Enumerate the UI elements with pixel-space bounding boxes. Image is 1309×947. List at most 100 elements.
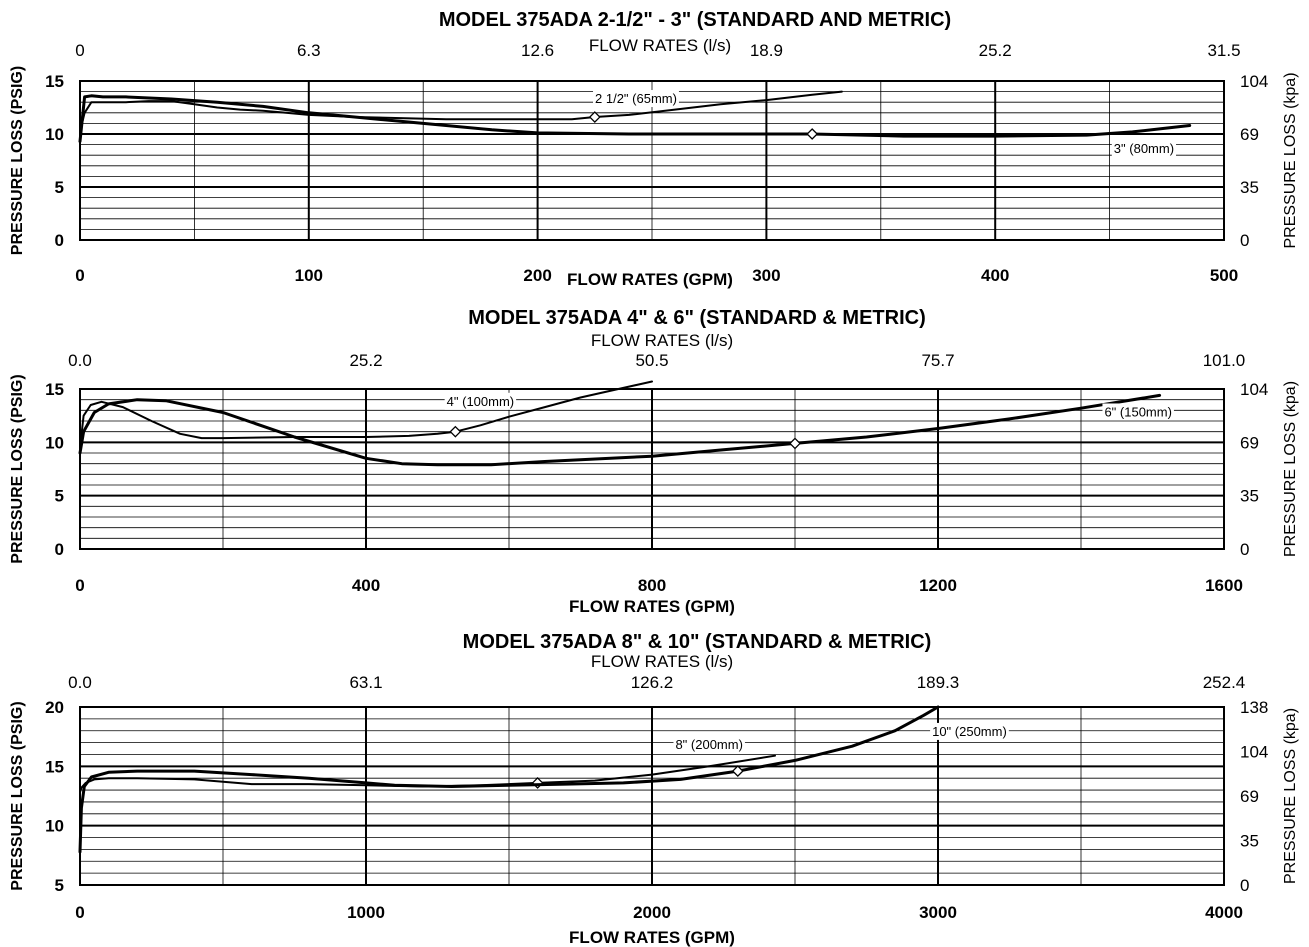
- series-label-2: 10" (250mm): [932, 724, 1007, 739]
- right-tick-label: 104: [1240, 743, 1268, 762]
- top-tick-label: 50.5: [635, 351, 668, 370]
- left-tick-label: 20: [45, 698, 64, 717]
- right-axis-label: PRESSURE LOSS (kpa): [1282, 708, 1299, 884]
- series-label-bg-2: [930, 722, 1009, 740]
- right-tick-label: 35: [1240, 832, 1259, 851]
- series-line-2: [78, 393, 1162, 467]
- plot-frame: [79, 706, 1225, 886]
- series-marker-1: [449, 425, 462, 438]
- left-tick-label: 15: [45, 757, 64, 776]
- bottom-tick-label: 200: [523, 266, 551, 285]
- right-tick-label: 35: [1240, 487, 1259, 506]
- left-tick-label: 10: [45, 125, 64, 144]
- top-tick-label: 75.7: [921, 351, 954, 370]
- top-tick-label: 6.3: [297, 41, 321, 60]
- series-label-bg-1: [444, 392, 517, 410]
- right-axis-label: PRESSURE LOSS (kpa): [1282, 72, 1299, 248]
- right-tick-label: 104: [1240, 380, 1268, 399]
- left-tick-label: 5: [55, 178, 64, 197]
- top-tick-label: 252.4: [1203, 673, 1246, 692]
- left-tick-label: 5: [55, 487, 64, 506]
- bottom-tick-label: 0: [75, 266, 84, 285]
- series-marker-2: [731, 765, 744, 777]
- left-tick-label: 10: [45, 817, 64, 836]
- top-tick-label: 25.2: [979, 41, 1012, 60]
- right-tick-label: 138: [1240, 698, 1268, 717]
- series-label-1: 4" (100mm): [447, 394, 514, 409]
- right-tick-label: 69: [1240, 433, 1259, 452]
- bottom-axis-label: FLOW RATES (GPM): [569, 928, 735, 947]
- chart-3: 8" (200mm) 10" (250mm) MODEL 375ADA 8" & 1…: [9, 631, 1299, 947]
- top-tick-label: 31.5: [1207, 41, 1240, 60]
- bottom-tick-label: 800: [638, 576, 666, 595]
- top-tick-label: 0.0: [68, 673, 92, 692]
- left-tick-label: 5: [55, 876, 64, 895]
- top-tick-label: 18.9: [750, 41, 783, 60]
- series-label-bg-2: [1102, 403, 1174, 421]
- bottom-tick-label: 1200: [919, 576, 957, 595]
- right-tick-label: 35: [1240, 178, 1259, 197]
- chart-title: MODEL 375ADA 4" & 6" (STANDARD & METRIC): [468, 307, 926, 329]
- left-axis-label: PRESSURE LOSS (PSIG): [9, 374, 26, 563]
- bottom-tick-label: 100: [295, 266, 323, 285]
- series-label-bg-1: [593, 90, 679, 108]
- top-axis-label: FLOW RATES (l/s): [591, 652, 733, 671]
- series-line-1: [79, 380, 653, 449]
- top-axis-label: FLOW RATES (l/s): [591, 331, 733, 350]
- series-marker-2: [789, 437, 801, 450]
- right-axis-label: PRESSURE LOSS (kpa): [1282, 381, 1299, 557]
- series-label-bg-2: [1111, 139, 1177, 157]
- series-label-2: 3" (80mm): [1114, 141, 1174, 156]
- top-tick-label: 0: [75, 41, 84, 60]
- left-tick-label: 15: [45, 72, 64, 91]
- series-marker-2: [806, 128, 819, 140]
- series-marker-1: [531, 777, 544, 789]
- left-tick-label: 0: [55, 231, 64, 250]
- bottom-tick-label: 500: [1210, 266, 1238, 285]
- series-line-2: [78, 705, 940, 854]
- top-tick-label: 126.2: [631, 673, 674, 692]
- bottom-tick-label: 4000: [1205, 903, 1243, 922]
- bottom-tick-label: 400: [352, 576, 380, 595]
- right-tick-label: 104: [1240, 72, 1268, 91]
- right-tick-label: 69: [1240, 787, 1259, 806]
- chart-title: MODEL 375ADA 8" & 10" (STANDARD & METRIC…: [463, 631, 932, 653]
- bottom-axis-label: FLOW RATES (GPM): [569, 597, 735, 616]
- right-tick-label: 0: [1240, 540, 1249, 559]
- bottom-tick-label: 300: [752, 266, 780, 285]
- top-tick-label: 63.1: [349, 673, 382, 692]
- series-line-2: [78, 94, 1192, 143]
- left-tick-label: 10: [45, 433, 64, 452]
- series-marker-1: [588, 111, 601, 123]
- top-tick-label: 101.0: [1203, 351, 1246, 370]
- series-label-1: 8" (200mm): [675, 737, 742, 752]
- left-tick-label: 0: [55, 540, 64, 559]
- top-tick-label: 189.3: [917, 673, 960, 692]
- bottom-tick-label: 1600: [1205, 576, 1243, 595]
- bottom-tick-label: 2000: [633, 903, 671, 922]
- chart-title: MODEL 375ADA 2-1/2" - 3" (STANDARD AND M…: [439, 9, 951, 31]
- plot-frame: [79, 388, 1225, 550]
- plot-frame: [79, 80, 1225, 241]
- chart-1: 2 1/2" (65mm) 3" (80mm) MODEL 375ADA 2-1/2…: [9, 9, 1299, 289]
- left-axis-label: PRESSURE LOSS (PSIG): [9, 701, 26, 890]
- bottom-tick-label: 1000: [347, 903, 385, 922]
- right-tick-label: 0: [1240, 231, 1249, 250]
- bottom-tick-label: 400: [981, 266, 1009, 285]
- left-axis-label: PRESSURE LOSS (PSIG): [9, 66, 26, 255]
- bottom-tick-label: 0: [75, 903, 84, 922]
- top-tick-label: 25.2: [349, 351, 382, 370]
- series-line-1: [79, 754, 776, 794]
- series-label-bg-1: [673, 735, 745, 753]
- series-label-1: 2 1/2" (65mm): [595, 91, 677, 106]
- series-label-2: 6" (150mm): [1104, 404, 1171, 419]
- chart-2: 4" (100mm) 6" (150mm) MODEL 375ADA 4" & 6"…: [9, 307, 1299, 616]
- bottom-axis-label: FLOW RATES (GPM): [567, 270, 733, 289]
- left-tick-label: 15: [45, 380, 64, 399]
- bottom-tick-label: 3000: [919, 903, 957, 922]
- right-tick-label: 0: [1240, 876, 1249, 895]
- bottom-tick-label: 0: [75, 576, 84, 595]
- top-axis-label: FLOW RATES (l/s): [589, 36, 731, 55]
- top-tick-label: 0.0: [68, 351, 92, 370]
